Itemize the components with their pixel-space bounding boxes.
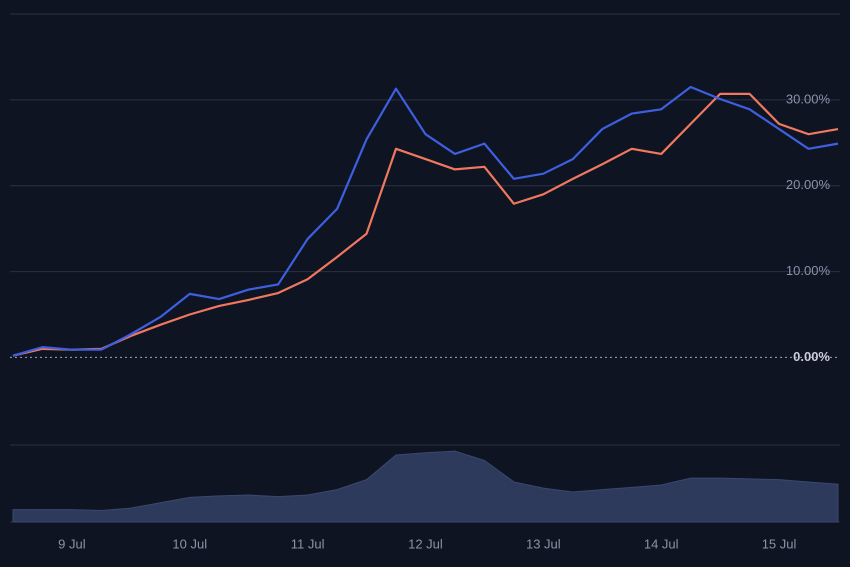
x-tick-label: 14 Jul xyxy=(644,536,679,551)
x-tick-label: 11 Jul xyxy=(291,536,325,551)
series-line xyxy=(12,92,839,357)
x-tick-label: 15 Jul xyxy=(762,536,797,551)
y-tick-label: 30.00% xyxy=(786,91,831,106)
x-tick-label: 9 Jul xyxy=(58,536,86,551)
x-tick-label: 13 Jul xyxy=(526,536,561,551)
y-tick-label: 0.00% xyxy=(793,349,830,364)
y-tick-label: 10.00% xyxy=(786,263,831,278)
volume-area xyxy=(12,450,839,523)
x-tick-label: 10 Jul xyxy=(172,536,207,551)
x-tick-label: 12 Jul xyxy=(408,536,443,551)
y-tick-label: 20.00% xyxy=(786,177,831,192)
series-line xyxy=(12,85,839,357)
